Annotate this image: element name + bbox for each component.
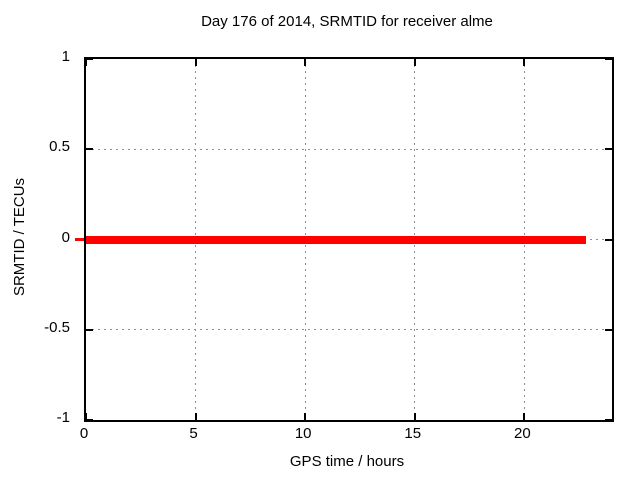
- x-axis-label: GPS time / hours: [289, 453, 405, 470]
- x-tick-top: [194, 59, 197, 66]
- y-tick-left: [86, 58, 93, 60]
- y-tick-label: 1: [61, 48, 70, 65]
- x-tick-top: [85, 59, 87, 66]
- y-tick-left: [86, 148, 93, 151]
- x-tick-top: [304, 59, 307, 66]
- x-tick-label: 10: [294, 425, 312, 442]
- x-tick-bottom: [413, 413, 416, 420]
- data-series-line: [86, 235, 586, 244]
- x-tick-label: 15: [404, 425, 422, 442]
- chart-title: Day 176 of 2014, SRMTID for receiver alm…: [201, 13, 493, 30]
- y-tick-left: [86, 328, 93, 331]
- x-tick-bottom: [523, 413, 526, 420]
- y-tick-right: [605, 419, 612, 421]
- x-tick-label: 0: [79, 425, 89, 442]
- y-tick-right: [605, 328, 612, 331]
- y-tick-right: [605, 148, 612, 151]
- y-tick-right: [605, 238, 612, 241]
- x-tick-top: [523, 59, 526, 66]
- y-tick-label: 0.5: [49, 138, 70, 156]
- x-tick-top: [413, 59, 416, 66]
- x-tick-bottom: [194, 413, 197, 420]
- gridline-horizontal: [86, 329, 612, 331]
- x-tick-bottom: [85, 413, 87, 420]
- y-tick-label: 0: [61, 228, 70, 246]
- y-tick-left: [86, 419, 93, 421]
- series-start-cap: [75, 238, 84, 241]
- x-tick-label: 5: [189, 425, 198, 442]
- plot-area: [75, 58, 612, 421]
- y-tick-right: [605, 58, 612, 60]
- y-tick-label: -1: [56, 409, 70, 426]
- x-tick-label: 20: [513, 425, 531, 442]
- gridline-horizontal: [86, 148, 612, 150]
- x-tick-bottom: [304, 413, 307, 420]
- plot-border: [75, 57, 614, 422]
- y-tick-label: -0.5: [44, 318, 70, 336]
